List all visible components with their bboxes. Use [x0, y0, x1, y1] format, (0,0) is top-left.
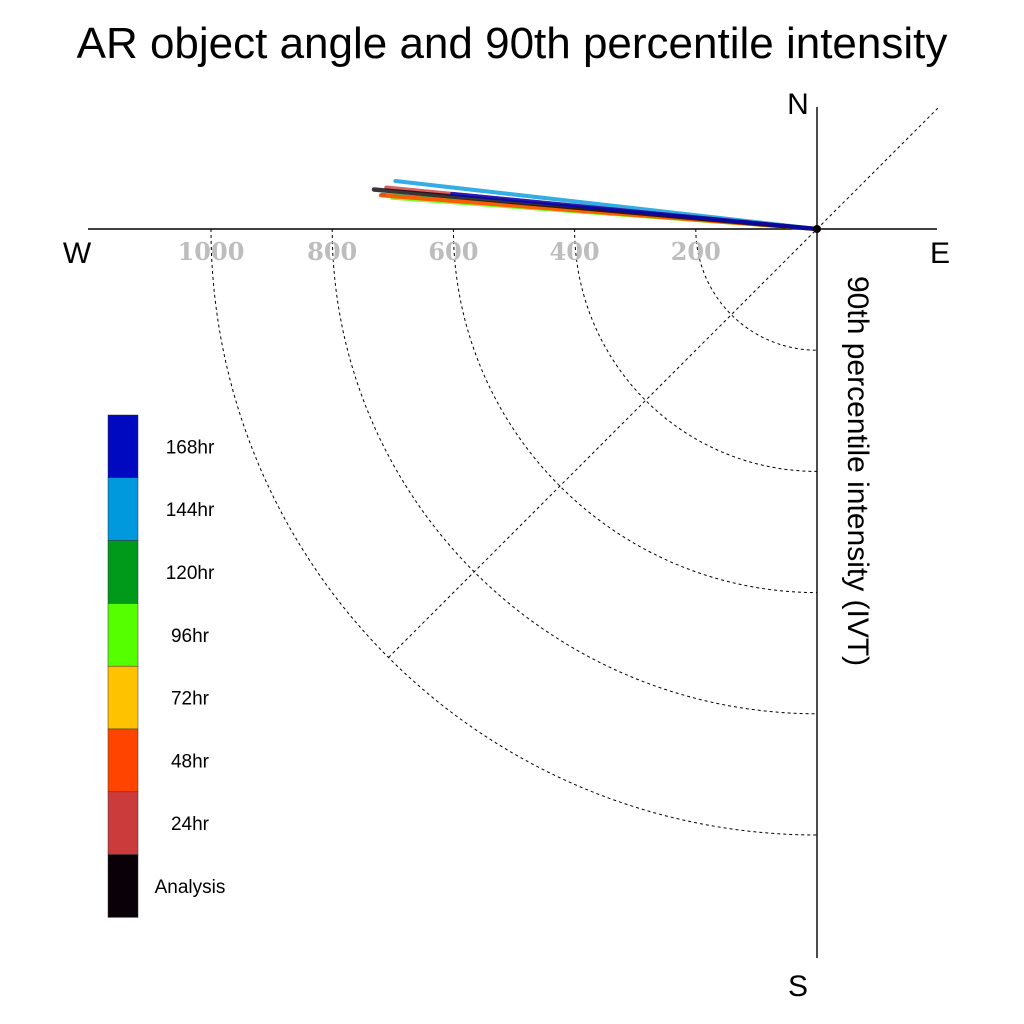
legend-swatch-72hr	[107, 665, 139, 730]
axes	[88, 107, 937, 958]
compass-west-label: W	[63, 237, 92, 270]
origin-point	[813, 225, 821, 233]
grid-arc-400	[574, 228, 818, 472]
legend-label-72hr: 72hr	[171, 689, 210, 710]
compass-east-label: E	[930, 237, 950, 270]
grid	[210, 107, 939, 836]
chart-title: AR object angle and 90th percentile inte…	[77, 19, 948, 68]
radial-tick-label-600: 600	[428, 237, 478, 266]
compass-north-label: N	[787, 88, 809, 121]
legend-label-120hr: 120hr	[166, 563, 215, 584]
legend: 168hr 144hr 120hr 96hr 72hr 48hr 24hr Analysis	[107, 414, 226, 918]
legend-label-96hr: 96hr	[171, 626, 210, 647]
grid-arc-1000	[210, 228, 818, 836]
legend-swatch-168hr	[107, 414, 139, 479]
legend-swatch-analysis	[107, 854, 139, 918]
legend-label-48hr: 48hr	[171, 751, 210, 772]
radial-tick-label-400: 400	[550, 237, 600, 266]
legend-label-24hr: 24hr	[171, 814, 210, 835]
series-lines	[371, 179, 821, 233]
radial-tick-label-800: 800	[307, 237, 357, 266]
legend-swatch-24hr	[107, 791, 139, 855]
legend-label-144hr: 144hr	[166, 500, 215, 521]
radial-tick-label-1000: 1000	[178, 237, 245, 266]
legend-swatch-96hr	[107, 603, 139, 667]
grid-arc-600	[452, 228, 818, 594]
legend-swatch-48hr	[107, 728, 139, 793]
series-line-168hr	[450, 191, 819, 231]
legend-swatch-120hr	[107, 540, 139, 604]
y-axis-label: 90th percentile intensity (IVT)	[841, 276, 874, 666]
compass-south-label: S	[788, 970, 808, 1003]
grid-arc-200	[695, 228, 818, 351]
legend-label-analysis: Analysis	[155, 877, 226, 898]
grid-diagonal	[388, 107, 939, 658]
legend-label-168hr: 168hr	[166, 437, 215, 458]
legend-swatch-144hr	[107, 477, 139, 541]
radial-tick-label-200: 200	[671, 237, 721, 266]
radial-tick-labels: 200 400 600 800 1000	[178, 237, 721, 266]
